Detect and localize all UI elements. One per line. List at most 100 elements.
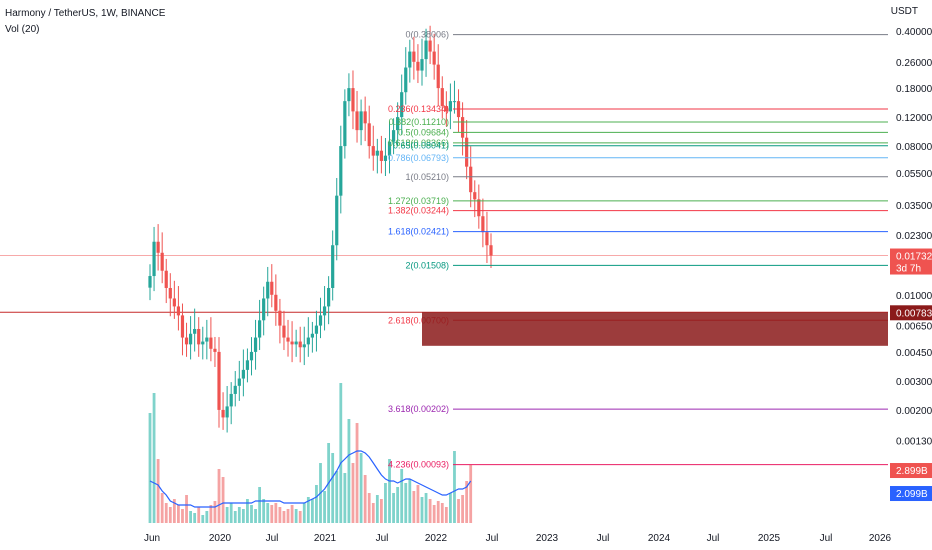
- candle-body: [225, 406, 229, 418]
- y-tick-label: 0.01000: [896, 291, 932, 302]
- volume-bar: [205, 511, 209, 523]
- candle-body: [477, 199, 481, 217]
- candle-body: [201, 341, 205, 345]
- candle-body: [241, 369, 245, 379]
- candle-body: [485, 232, 489, 246]
- candle-body: [249, 351, 254, 361]
- volume-bar: [453, 451, 456, 523]
- candle-body: [420, 59, 424, 71]
- fib-level-label: 1(0.05210): [405, 172, 449, 182]
- y-tick-label: 0.00130: [896, 437, 932, 448]
- volume-bar: [298, 511, 302, 523]
- candle-body: [416, 61, 420, 71]
- volume-bar: [181, 509, 184, 523]
- volume-bar: [164, 503, 168, 523]
- candle-body: [180, 315, 185, 338]
- volume-bar: [343, 473, 347, 523]
- candle-body: [253, 337, 258, 352]
- candle-body: [375, 150, 379, 156]
- volume-bar: [400, 469, 404, 523]
- volume-bar: [290, 505, 294, 523]
- symbol-title: Harmony / TetherUS, 1W, BINANCE: [5, 8, 166, 19]
- y-tick-label: 0.00450: [896, 348, 932, 359]
- x-tick-label: 2020: [209, 533, 232, 544]
- y-tick-label: 0.02300: [896, 231, 932, 242]
- axis-labels: 0.40000 0.26000 0.18000 0.12000 0.08000 0.055…: [144, 27, 932, 544]
- candle-body: [205, 337, 209, 342]
- candle-body: [481, 216, 485, 233]
- volume-bar: [148, 413, 152, 523]
- candle-body: [184, 337, 189, 345]
- candle-body: [363, 111, 367, 124]
- candle-body: [489, 245, 493, 256]
- volume-bar: [217, 469, 221, 523]
- volume-bar: [315, 485, 318, 523]
- volume-bar: [408, 479, 412, 523]
- candle-body: [335, 195, 339, 246]
- volume-bar: [172, 499, 176, 523]
- candle-body: [221, 409, 225, 418]
- last-price-badge-text: 0.01732: [896, 252, 932, 263]
- volume-bar: [469, 465, 473, 523]
- candle-body: [314, 325, 319, 334]
- volume-bar: [461, 495, 464, 523]
- volume-bar: [388, 459, 391, 523]
- candle-body: [412, 51, 416, 62]
- candle-body: [452, 101, 457, 103]
- candle-body: [266, 281, 270, 299]
- candle-body: [371, 146, 375, 156]
- volume-bar: [168, 507, 172, 523]
- fib-level-label: 0.382(0.11210): [389, 117, 449, 127]
- volume-ma-line: [149, 450, 472, 508]
- candle-body: [460, 117, 465, 138]
- y-tick-label: 0.00200: [896, 406, 932, 417]
- fib-level-label: 0.618(0.08366): [388, 138, 449, 148]
- fib-level-label: 0.786(0.06793): [388, 153, 449, 163]
- candle-body: [404, 67, 408, 93]
- candle-body: [164, 270, 168, 288]
- volume-bar: [233, 511, 237, 523]
- volume-bar: [436, 501, 440, 523]
- y-tick-label: 0.08000: [896, 142, 932, 153]
- volume-bar: [274, 503, 278, 523]
- volume-bar: [355, 423, 359, 523]
- candle-body: [473, 192, 477, 200]
- fib-level-label: 0.5(0.09684): [398, 127, 449, 137]
- last-price-badge-text: 3d 7h: [896, 264, 921, 275]
- marked-price-badge: [890, 305, 932, 321]
- candle-body: [160, 252, 164, 271]
- y-axis-unit: USDT: [890, 6, 918, 17]
- candle-body: [310, 333, 314, 338]
- volume-bar: [302, 503, 306, 523]
- fib-level-label: 0.236(0.13434): [388, 104, 449, 114]
- candle-body: [391, 130, 396, 142]
- volume-bar: [428, 499, 432, 523]
- candle-body: [298, 341, 302, 348]
- candle-body: [229, 393, 233, 407]
- volume-bar: [229, 503, 233, 523]
- candle-body: [274, 294, 278, 311]
- volume-bar: [335, 471, 339, 523]
- candle-body: [408, 51, 412, 68]
- candle-body: [282, 325, 286, 338]
- fib-level-label: 1.382(0.03244): [388, 206, 449, 216]
- candle-body: [327, 287, 331, 307]
- candle-body: [379, 150, 383, 161]
- candle-body: [152, 241, 156, 277]
- x-tick-label: Jul: [820, 533, 833, 544]
- volume-bar: [339, 383, 343, 523]
- y-tick-label: 0.18000: [896, 84, 932, 95]
- highlight-zone: [422, 312, 888, 346]
- x-tick-label: 2026: [869, 533, 892, 544]
- volume-bar: [449, 493, 452, 523]
- volume-bar: [359, 453, 363, 523]
- candle-body: [197, 328, 201, 345]
- candle-body: [306, 337, 310, 345]
- volume-bar: [209, 505, 213, 523]
- volume-bar: [367, 493, 371, 523]
- y-tick-label: 0.00300: [896, 377, 932, 388]
- volume-bar: [294, 509, 298, 523]
- candle-body: [351, 88, 355, 112]
- candle-body: [209, 337, 213, 349]
